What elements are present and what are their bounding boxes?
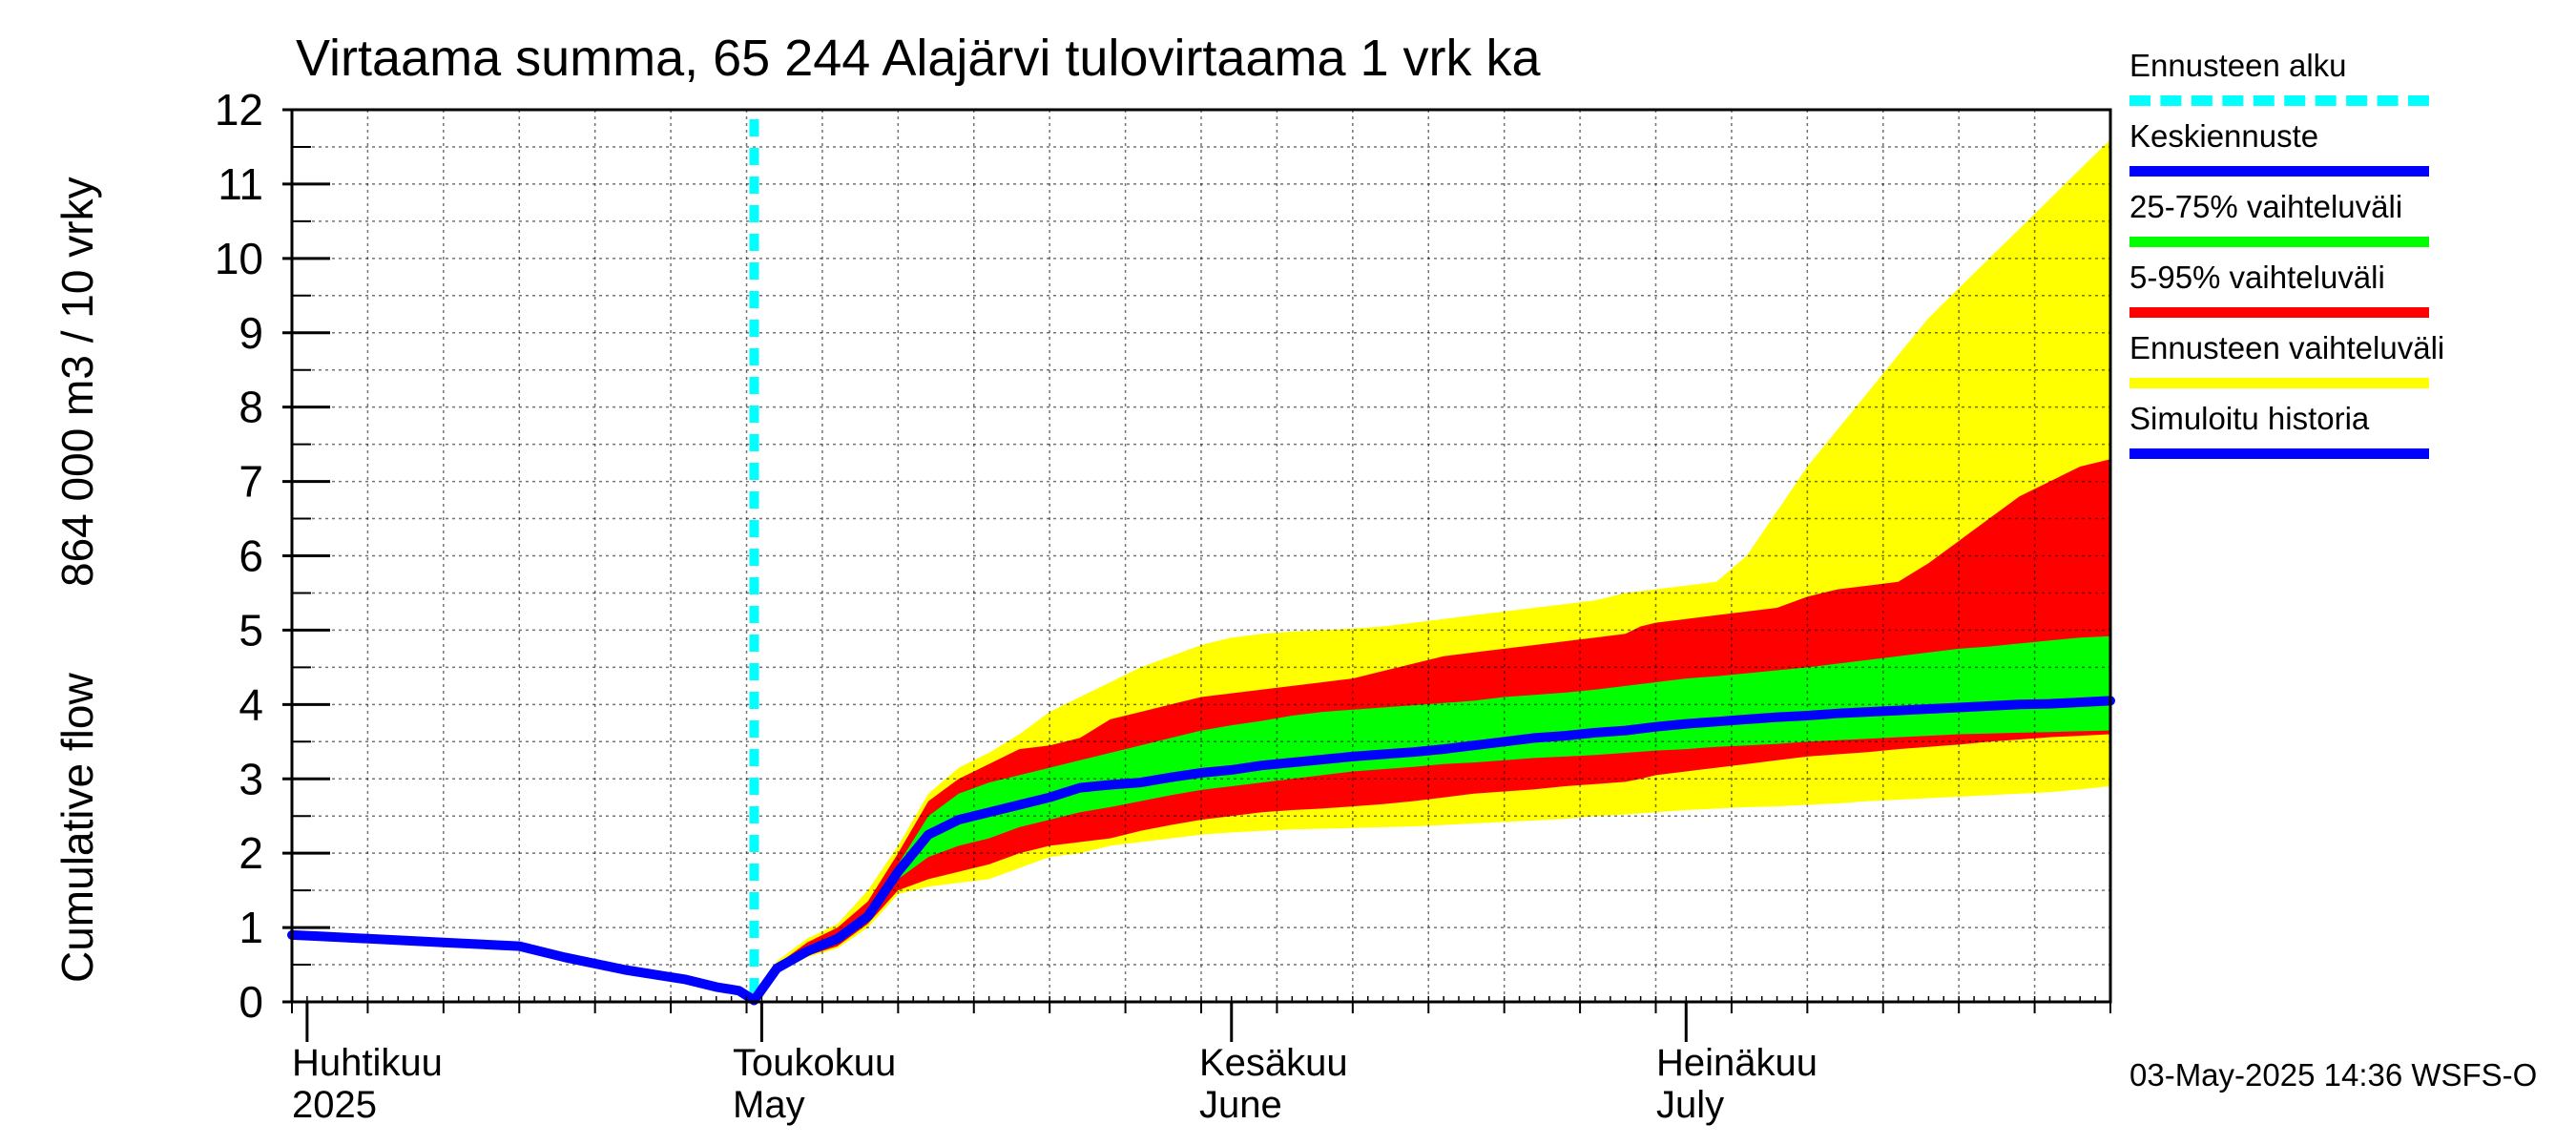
- legend-item-forecast-start: Ennusteen alku: [2129, 48, 2444, 118]
- legend-item-25-75: 25-75% vaihteluväli: [2129, 189, 2444, 260]
- x-label-april: Huhtikuu 2025: [292, 1042, 443, 1126]
- x-label-line1: Huhtikuu: [292, 1042, 443, 1084]
- timestamp-footer: 03-May-2025 14:36 WSFS-O: [2129, 1057, 2538, 1093]
- x-label-june: Kesäkuu June: [1199, 1042, 1348, 1126]
- legend-label: Ennusteen vaihteluväli: [2129, 330, 2445, 365]
- band-25-75-vaihteluv-li: [754, 635, 2110, 1002]
- y-tick-label: 4: [239, 679, 263, 729]
- y-tick-label: 6: [239, 531, 263, 581]
- legend-label: Simuloitu historia: [2129, 401, 2370, 436]
- legend-label: Ennusteen alku: [2129, 48, 2347, 83]
- legend-item-median: Keskiennuste: [2129, 118, 2444, 189]
- x-label-may: Toukokuu May: [733, 1042, 896, 1126]
- legend-swatch: [2129, 95, 2429, 106]
- y-tick-label: 0: [239, 977, 263, 1027]
- median-forecast-line: [749, 696, 2115, 1006]
- forecast-bands: [754, 139, 2110, 1002]
- legend-swatch: [2129, 378, 2429, 388]
- x-label-line2: June: [1199, 1084, 1282, 1126]
- y-tick-label: 5: [239, 605, 263, 655]
- legend-item-forecast-range: Ennusteen vaihteluväli: [2129, 330, 2444, 401]
- y-tick-label: 2: [239, 828, 263, 878]
- x-label-line2: May: [733, 1084, 805, 1126]
- y-tick-label: 11: [218, 159, 263, 209]
- y-axis-label-line1: Cumulative flow: [52, 673, 102, 983]
- y-tick-label: 12: [215, 85, 263, 135]
- y-tick-label: 7: [239, 457, 263, 507]
- x-label-line2: 2025: [292, 1084, 377, 1126]
- legend-label: 25-75% vaihteluväli: [2129, 189, 2403, 224]
- band-ennusteen-vaihteluv-li: [754, 139, 2110, 1002]
- x-label-july: Heinäkuu July: [1656, 1042, 1818, 1126]
- y-axis-label-line2: 864 000 m3 / 10 vrky: [52, 177, 102, 587]
- legend-swatch: [2129, 237, 2429, 247]
- history-line: [287, 929, 759, 1006]
- y-tick-label: 1: [239, 903, 263, 952]
- legend-item-history: Simuloitu historia: [2129, 401, 2444, 471]
- legend-item-5-95: 5-95% vaihteluväli: [2129, 260, 2444, 330]
- y-tick-label: 8: [239, 383, 263, 432]
- x-label-line1: Heinäkuu: [1656, 1042, 1818, 1084]
- series-lines: [287, 119, 2115, 1006]
- legend-swatch: [2129, 307, 2429, 318]
- legend-swatch: [2129, 166, 2429, 177]
- legend-swatch: [2129, 448, 2429, 459]
- y-tick-label: 10: [215, 234, 263, 283]
- x-label-line1: Kesäkuu: [1199, 1042, 1348, 1084]
- x-label-line1: Toukokuu: [733, 1042, 897, 1084]
- x-label-line2: July: [1656, 1084, 1725, 1126]
- legend-label: Keskiennuste: [2129, 118, 2319, 154]
- legend: Ennusteen alku Keskiennuste 25-75% vaiht…: [2129, 48, 2444, 471]
- legend-label: 5-95% vaihteluväli: [2129, 260, 2385, 295]
- y-tick-label: 3: [239, 754, 263, 803]
- chart-title: Virtaama summa, 65 244 Alajärvi tulovirt…: [296, 30, 1541, 87]
- y-tick-label: 9: [239, 308, 263, 358]
